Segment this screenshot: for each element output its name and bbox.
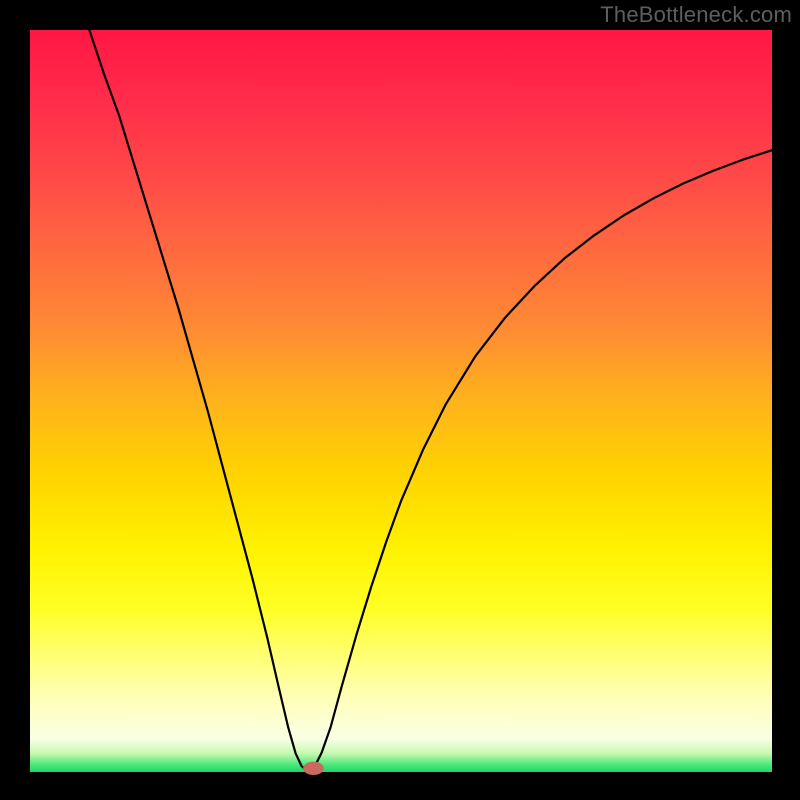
watermark-text: TheBottleneck.com <box>600 2 792 28</box>
chart-container: TheBottleneck.com <box>0 0 800 800</box>
bottleneck-chart <box>0 0 800 800</box>
optimal-marker <box>303 762 324 775</box>
plot-background <box>30 30 772 772</box>
